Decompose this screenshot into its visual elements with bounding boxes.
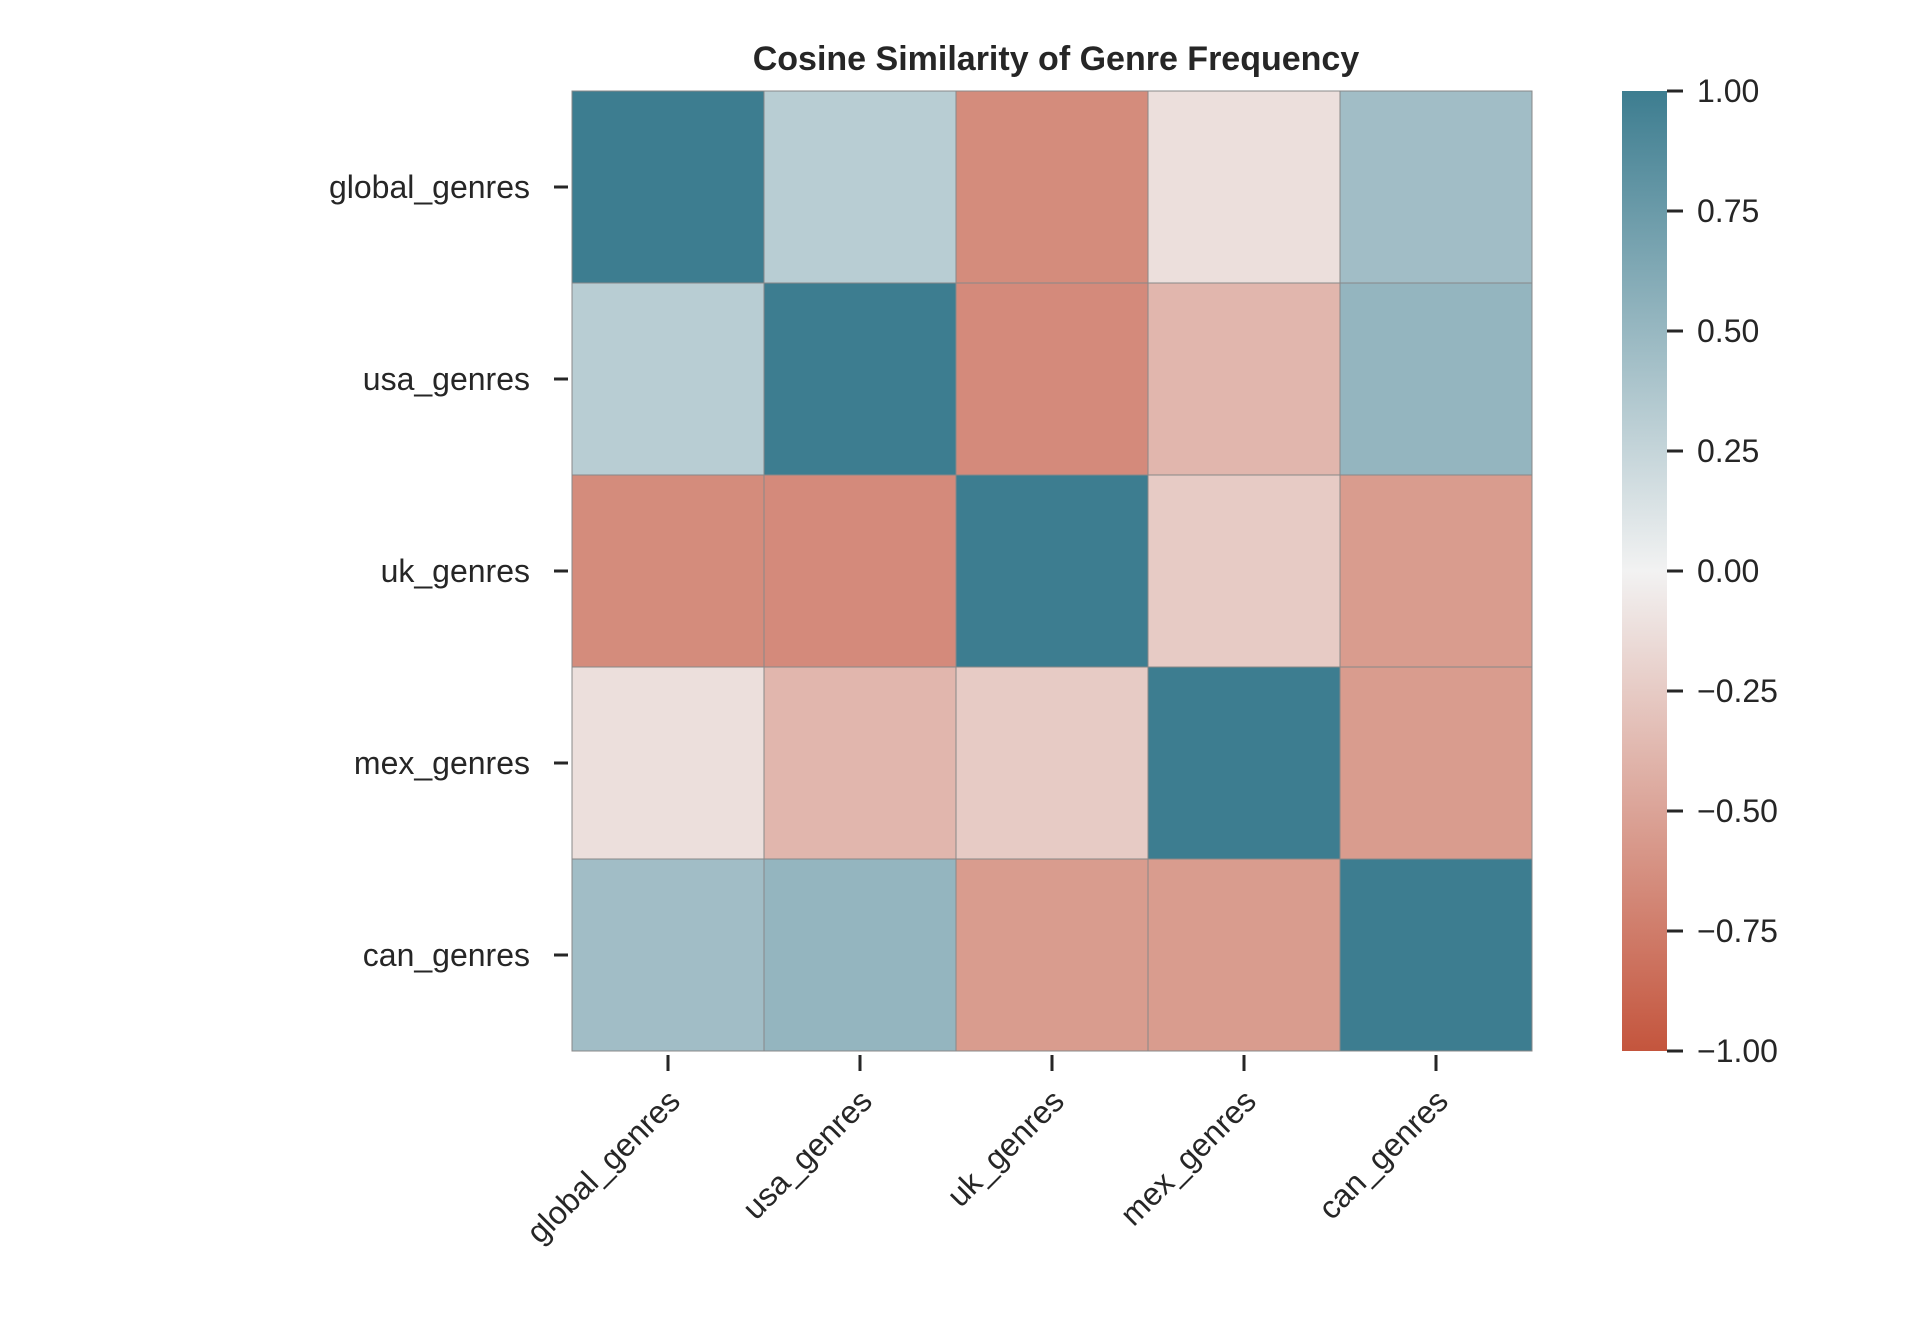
colorbar-tick-label: −0.25 <box>1697 673 1778 709</box>
colorbar-gradient <box>1622 91 1667 1051</box>
colorbar-tick-label: 0.50 <box>1697 313 1759 349</box>
heatmap-cell-mex_genres-can_genres <box>1339 666 1533 860</box>
heatmap-cell-mex_genres-mex_genres <box>1147 666 1341 860</box>
heatmap-cell-uk_genres-mex_genres <box>1147 474 1341 668</box>
heatmap-cell-usa_genres-uk_genres <box>955 282 1149 476</box>
heatmap-cell-uk_genres-uk_genres <box>955 474 1149 668</box>
heatmap-cell-global_genres-mex_genres <box>1147 90 1341 284</box>
chart-title: Cosine Similarity of Genre Frequency <box>753 40 1360 78</box>
colorbar-tick-label: 0.75 <box>1697 193 1759 229</box>
colorbar-tick-label: 1.00 <box>1697 73 1759 109</box>
row-tick-label: global_genres <box>329 169 530 205</box>
column-tick-label: global_genres <box>519 1082 687 1250</box>
colorbar: 1.00 0.75 0.50 0.25 0.00 −0.25 −0.50 −0.75 −1.00 <box>1622 73 1778 1069</box>
row-axis: global_genres usa_genres uk_genres mex_genr… <box>329 169 568 973</box>
row-tick-label: usa_genres <box>363 361 530 397</box>
colorbar-tick-label: −0.75 <box>1697 913 1778 949</box>
heatmap-cell-can_genres-can_genres <box>1339 858 1533 1052</box>
row-tick-label: mex_genres <box>354 745 530 781</box>
heatmap-cell-uk_genres-global_genres <box>571 474 765 668</box>
heatmap-cell-global_genres-global_genres <box>571 90 765 284</box>
column-tick-label: can_genres <box>1311 1082 1455 1226</box>
colorbar-tick-label: −0.50 <box>1697 793 1778 829</box>
row-tick-label: can_genres <box>363 937 530 973</box>
heatmap-cell-usa_genres-can_genres <box>1339 282 1533 476</box>
heatmap-cell-usa_genres-usa_genres <box>763 282 957 476</box>
heatmap-cell-global_genres-uk_genres <box>955 90 1149 284</box>
heatmap-cell-usa_genres-mex_genres <box>1147 282 1341 476</box>
column-tick-label: uk_genres <box>940 1082 1071 1213</box>
colorbar-tick-label: −1.00 <box>1697 1033 1778 1069</box>
heatmap-cell-mex_genres-global_genres <box>571 666 765 860</box>
heatmap-cell-can_genres-mex_genres <box>1147 858 1341 1052</box>
row-tick-label: uk_genres <box>381 553 530 589</box>
heatmap-cell-uk_genres-can_genres <box>1339 474 1533 668</box>
heatmap-cell-mex_genres-usa_genres <box>763 666 957 860</box>
heatmap-cell-global_genres-can_genres <box>1339 90 1533 284</box>
heatmap-cell-can_genres-global_genres <box>571 858 765 1052</box>
colorbar-tick-label: 0.25 <box>1697 433 1759 469</box>
column-axis: global_genres usa_genres uk_genres mex_genr… <box>519 1055 1455 1250</box>
column-tick-label: mex_genres <box>1113 1082 1263 1232</box>
heatmap-cell-can_genres-uk_genres <box>955 858 1149 1052</box>
heatmap-cell-mex_genres-uk_genres <box>955 666 1149 860</box>
heatmap-cell-usa_genres-global_genres <box>571 282 765 476</box>
heatmap-cells <box>571 90 1533 1052</box>
heatmap-cell-global_genres-usa_genres <box>763 90 957 284</box>
heatmap-cell-uk_genres-usa_genres <box>763 474 957 668</box>
heatmap-cell-can_genres-usa_genres <box>763 858 957 1052</box>
colorbar-tick-label: 0.00 <box>1697 553 1759 589</box>
column-tick-label: usa_genres <box>735 1082 879 1226</box>
